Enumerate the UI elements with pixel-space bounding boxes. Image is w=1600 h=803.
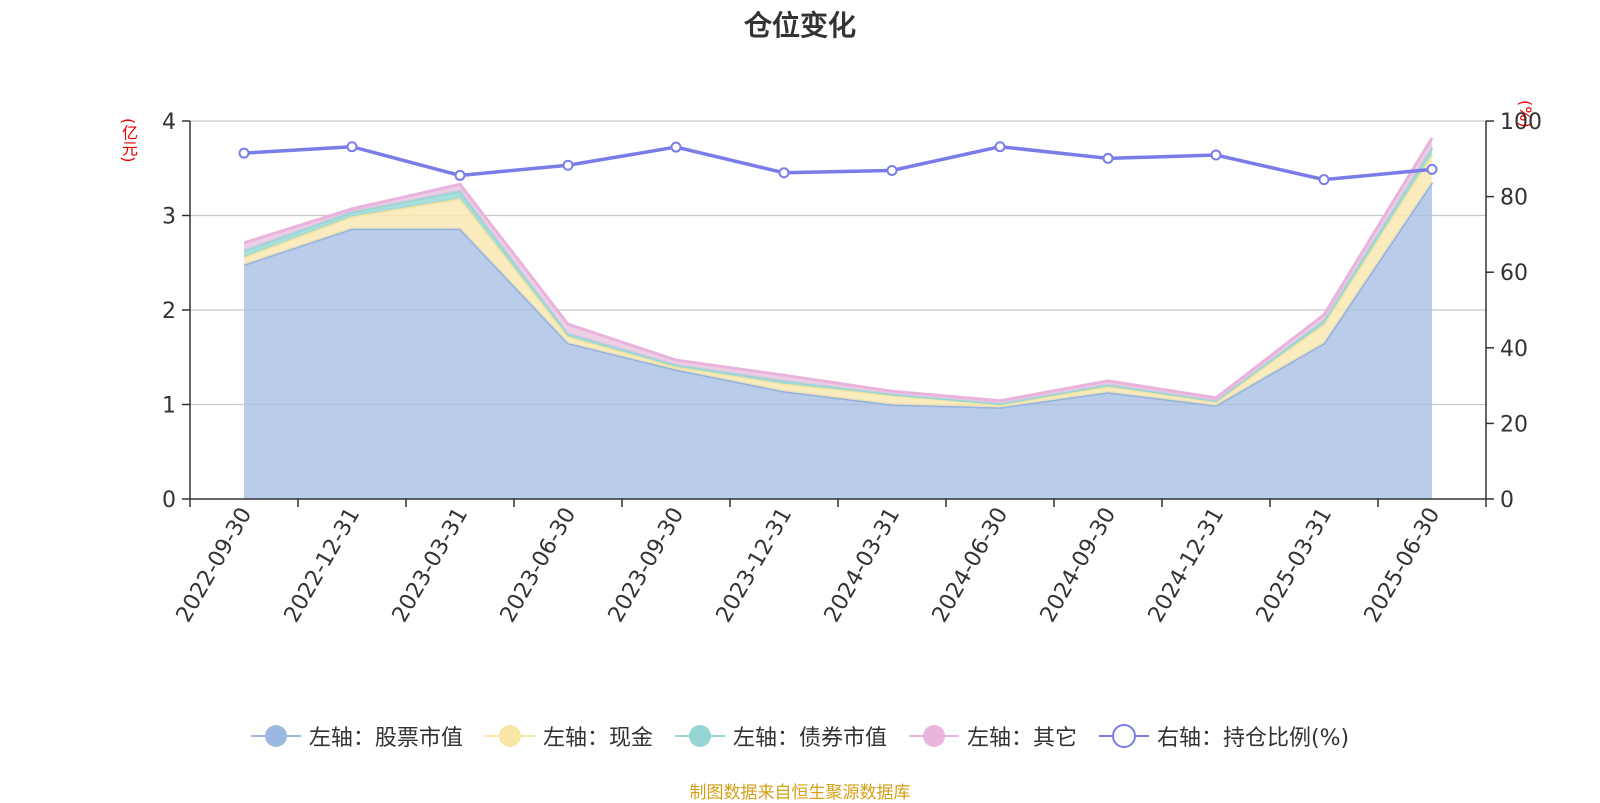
ratio-point [454,169,466,181]
ratio-point [1318,174,1330,186]
x-tick-label: 2024-03-31 [820,504,906,627]
legend-symbol-icon [1098,724,1149,748]
x-tick-label: 2025-06-30 [1360,504,1446,627]
x-tick-label: 2023-12-31 [712,504,798,627]
ratio-point [886,165,898,177]
right-tick-label: 100 [1500,110,1542,135]
x-tick-label: 2025-03-31 [1252,504,1338,627]
x-tick-label: 2023-09-30 [604,504,690,627]
left-axis-unit: (亿元) [119,118,138,163]
ratio-point [238,147,250,159]
x-tick-label: 2023-03-31 [388,504,474,627]
left-tick-label: 4 [162,110,176,135]
left-tick-label: 0 [162,488,176,513]
data-source-note: 制图数据来自恒生聚源数据库 [689,783,911,803]
left-tick-label: 3 [162,205,176,230]
other-line [243,137,1434,403]
legend-symbol-icon [250,725,301,747]
left-tick-label: 1 [162,394,176,419]
right-tick-label: 0 [1500,488,1514,513]
legend-item[interactable]: 左轴：股票市值 [250,720,463,752]
legend-label: 左轴：现金 [542,726,653,751]
right-axis-unit: (%) [1516,100,1535,128]
ratio-point [1210,149,1222,161]
chart-title: 仓位变化 [743,9,856,42]
x-tick-label: 2024-06-30 [928,504,1014,627]
x-tick-label: 2024-09-30 [1036,504,1122,627]
ratio-point [1102,152,1114,164]
x-tick-label: 2023-06-30 [496,504,582,627]
ratio-point [670,141,682,153]
ratio-line [243,144,1433,182]
ratio-point [346,141,358,153]
x-tick-label: 2024-12-31 [1144,504,1230,627]
legend-item[interactable]: 左轴：现金 [484,720,653,752]
ratio-point [1426,163,1438,175]
right-tick-label: 40 [1500,337,1528,362]
legend-item[interactable]: 右轴：持仓比例(%) [1098,720,1350,752]
legend-item[interactable]: 左轴：其它 [908,720,1077,752]
legend-label: 左轴：股票市值 [308,726,463,751]
legend-symbol-icon [484,725,535,747]
ratio-point [994,141,1006,153]
legend-label: 左轴：债券市值 [732,726,887,751]
right-tick-label: 80 [1500,186,1528,211]
legend-label: 左轴：其它 [966,726,1077,751]
x-tick-label: 2022-09-30 [172,504,258,627]
chart-legend: 左轴：股票市值 左轴：现金 左轴：债券市值 左轴：其它 右轴：持仓比例(%) [0,720,1600,752]
legend-label: 右轴：持仓比例(%) [1156,726,1350,751]
legend-item[interactable]: 左轴：债券市值 [674,720,887,752]
left-tick-label: 2 [162,299,176,324]
right-tick-label: 20 [1500,412,1528,437]
x-tick-label: 2022-12-31 [280,504,366,627]
legend-symbol-icon [908,725,959,747]
ratio-point [778,167,790,179]
right-tick-label: 60 [1500,261,1528,286]
stock-area [244,182,1432,500]
legend-symbol-icon [674,725,725,747]
ratio-point [562,159,574,171]
